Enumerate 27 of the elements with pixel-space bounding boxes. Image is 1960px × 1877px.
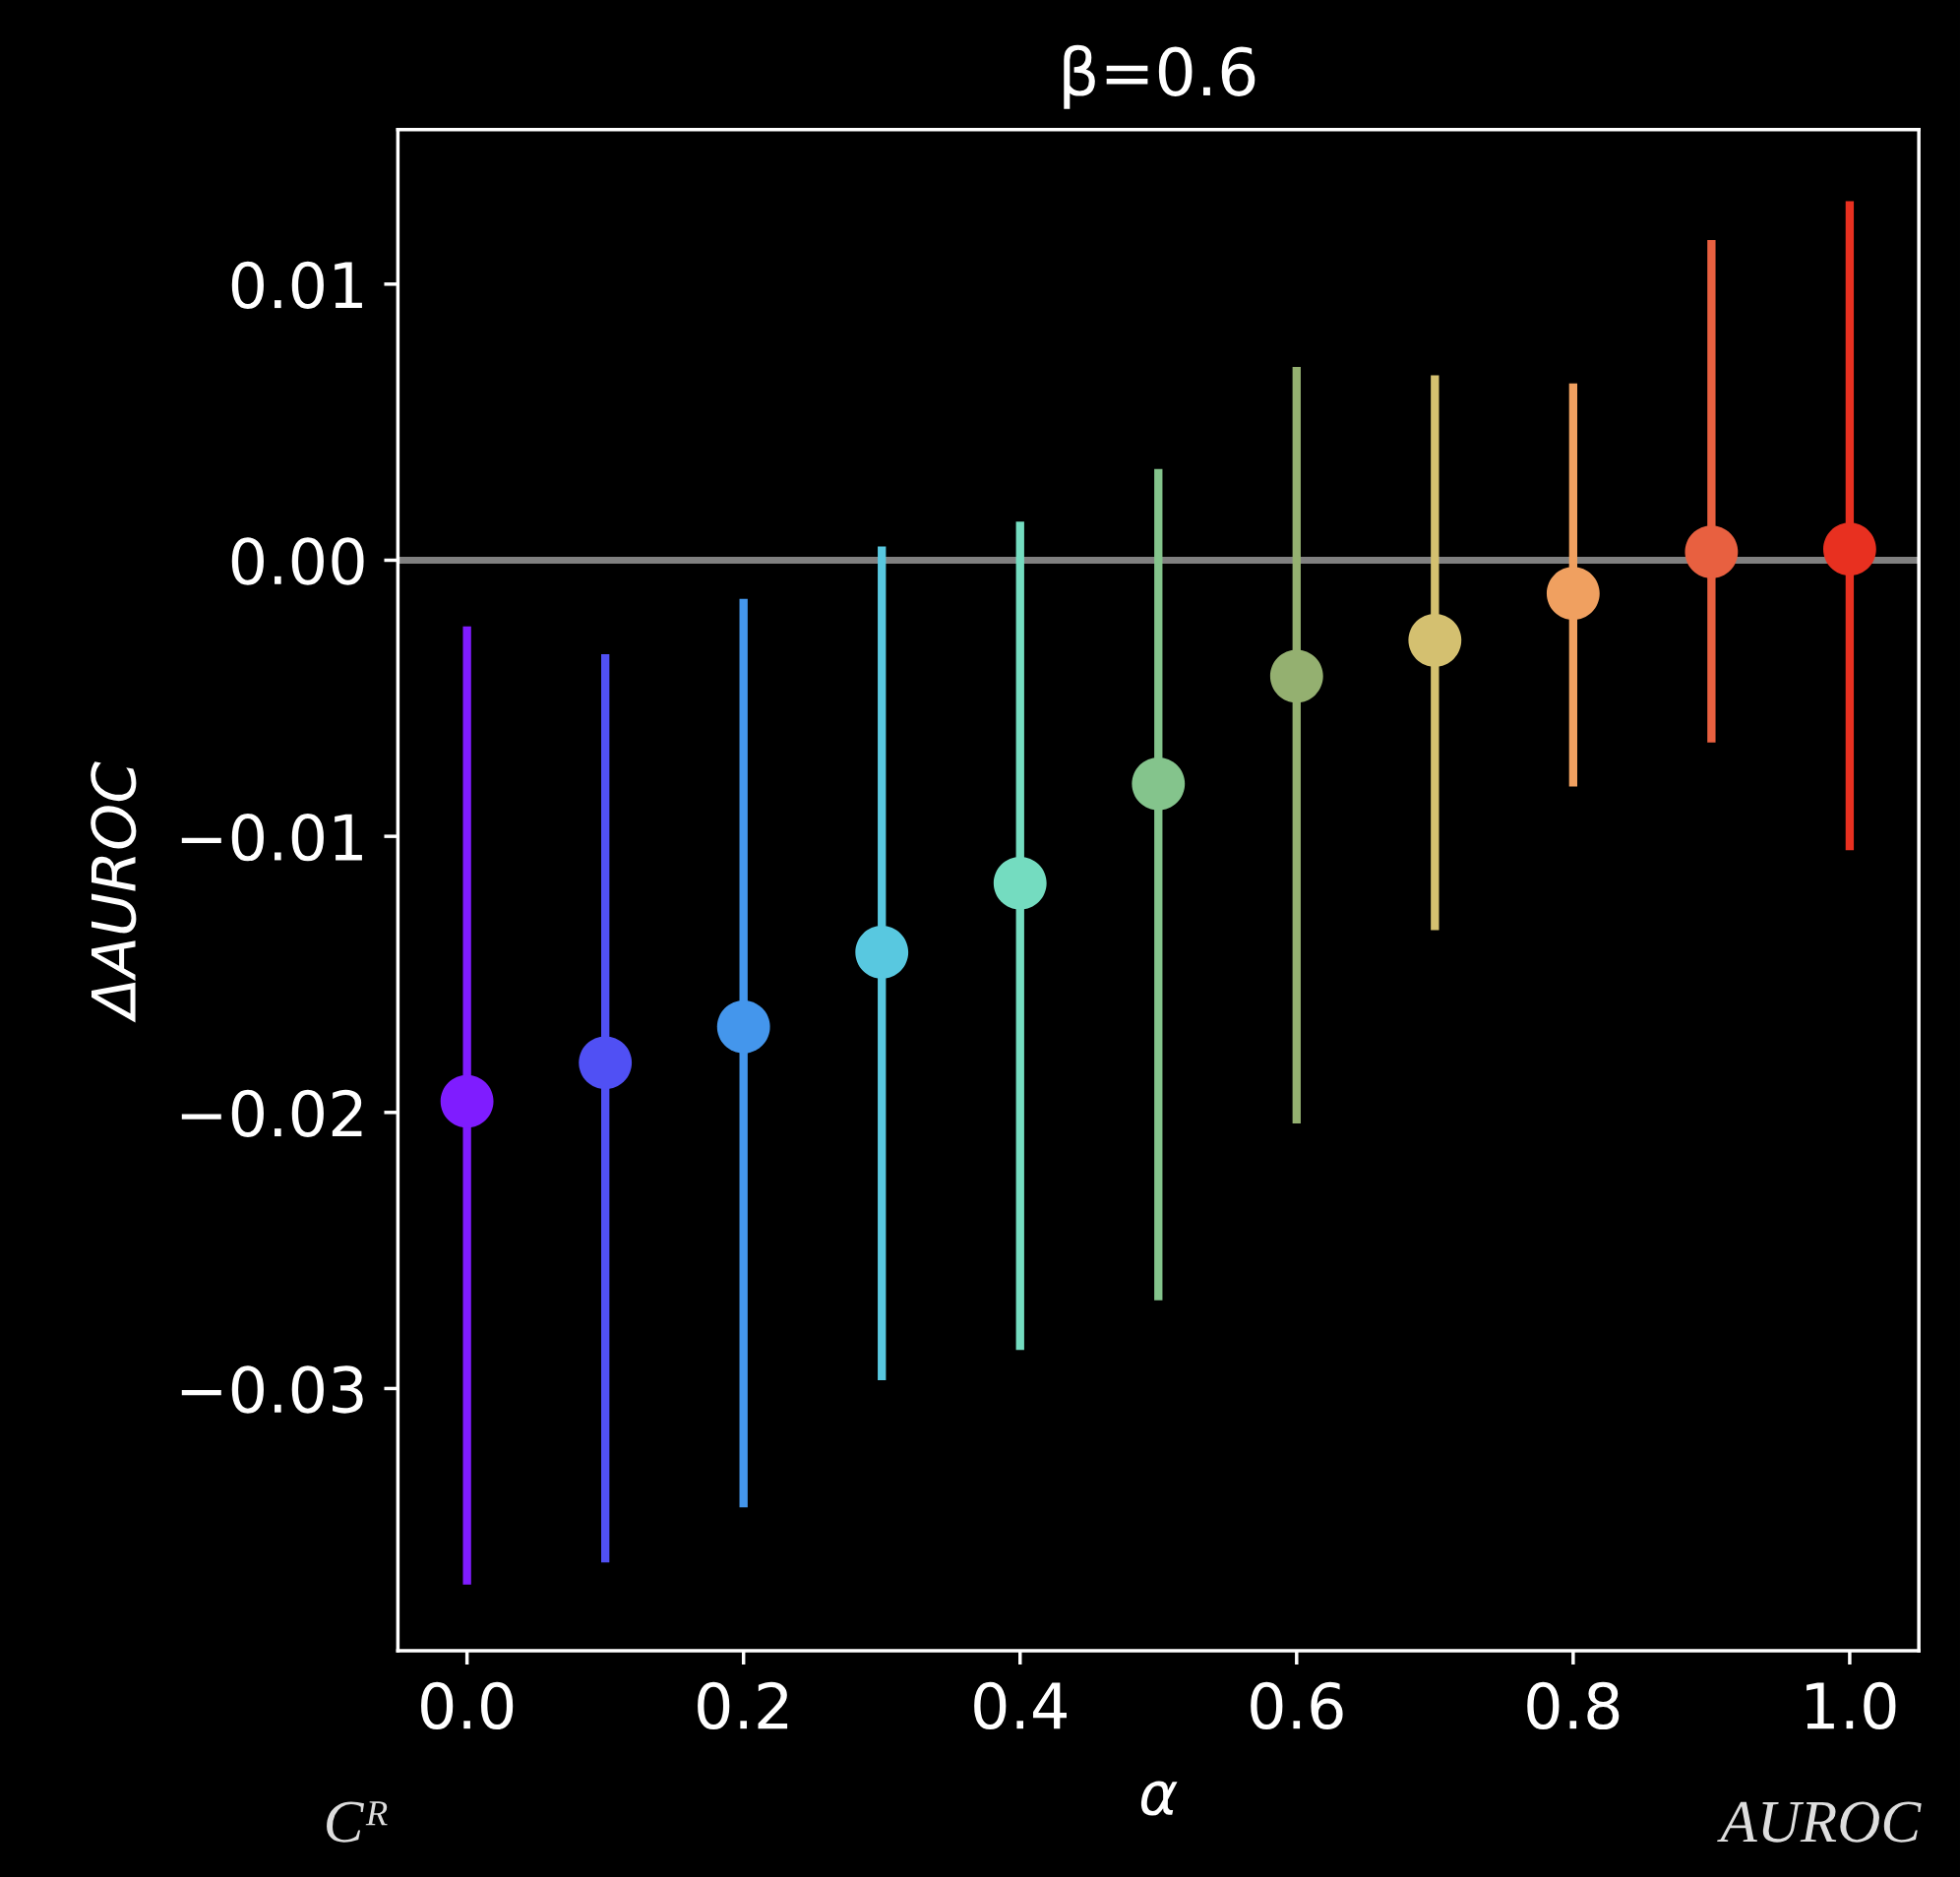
point [1269, 649, 1323, 703]
x-tick-label: 1.0 [1807, 1681, 1896, 1730]
point [440, 1074, 494, 1128]
point [993, 856, 1047, 910]
y-tick-label: 0.01 [231, 261, 362, 309]
point [1408, 613, 1462, 667]
point [716, 999, 770, 1054]
y-tick-label: −0.02 [181, 1089, 362, 1137]
y-tick-label: −0.01 [181, 814, 362, 862]
x-tick-label: 0.2 [698, 1681, 788, 1730]
point [1684, 525, 1739, 578]
x-tick-label: 0.4 [974, 1681, 1067, 1730]
point [579, 1036, 633, 1090]
text: Cᴿ [327, 1801, 388, 1843]
x-axis-title: α [1140, 1781, 1178, 1816]
x-tick-label: 0.6 [1251, 1681, 1343, 1730]
chart-title: β=0.6 [1064, 44, 1256, 109]
y-tick-label: 0.00 [231, 537, 364, 585]
point [1132, 757, 1186, 811]
text: AUROC [1717, 1801, 1922, 1843]
x-tick-label: 0.8 [1527, 1681, 1620, 1730]
y-axis-title: ΔAUROC [91, 761, 137, 1023]
point [1823, 522, 1876, 576]
point [855, 926, 909, 979]
x-tick-label: 0.0 [421, 1681, 514, 1730]
point [1546, 567, 1600, 621]
y-tick-label: −0.03 [181, 1365, 363, 1414]
